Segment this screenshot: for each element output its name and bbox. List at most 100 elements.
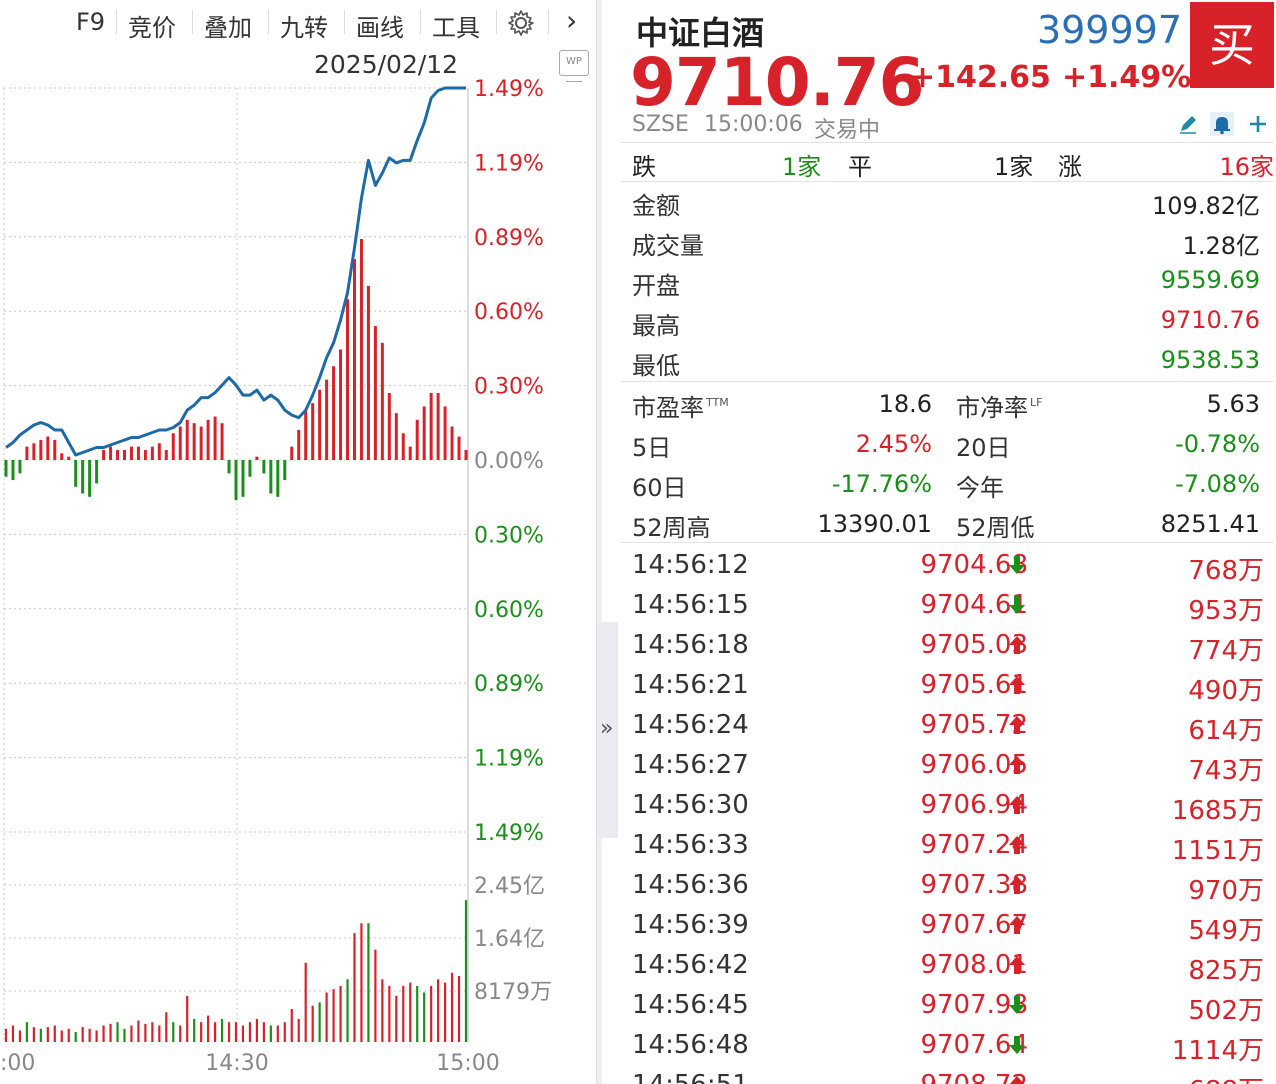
price-axis-label: 0.60% (474, 300, 544, 325)
arrow-up-icon (1009, 956, 1025, 974)
trade-volume: 549万 (1188, 916, 1264, 946)
stat-label: 最高 (632, 312, 680, 340)
arrow-down-icon (1009, 1036, 1025, 1054)
trade-volume: 825万 (1188, 956, 1264, 986)
index-name: 中证白酒 (636, 14, 765, 52)
zero-axis-label: 0.00% (474, 449, 544, 474)
trade-volume: 1685万 (1171, 796, 1264, 826)
trade-time: 14:56:42 (632, 950, 749, 980)
price-change-percent: +1.49% (1062, 60, 1192, 95)
arrow-down-icon (1009, 596, 1025, 614)
edit-icon[interactable] (1176, 112, 1200, 136)
price-axis-label: 1.49% (474, 821, 544, 846)
last-price: 9710.76 (630, 44, 925, 121)
volume-axis-label: 1.64亿 (474, 927, 545, 952)
time-axis-label: 15:00 (436, 1051, 499, 1076)
toolbar-separator (116, 10, 117, 34)
settings-gear-icon[interactable] (506, 8, 536, 38)
toolbar-draw-line-button[interactable]: 画线 (356, 14, 404, 42)
pe-value: 18.6 (878, 390, 932, 418)
trade-row: 14:56:12 9704.68 768万 (618, 546, 1276, 586)
trade-time: 14:56:48 (632, 1030, 749, 1060)
volume-axis-label: 2.45亿 (474, 874, 545, 899)
section-divider (620, 542, 1274, 543)
chart-toolbar: F9 竞价 叠加 九转 画线 工具 › (0, 0, 596, 44)
week52-low-label: 52周低 (956, 514, 1035, 542)
breadth-up-label: 涨 (1058, 153, 1082, 181)
bell-icon[interactable] (1210, 112, 1234, 136)
section-divider (620, 381, 1274, 382)
stat-value: 1.28亿 (1182, 232, 1260, 260)
intraday-chart[interactable]: 1.49% 1.19% 0.89% 0.60% 0.30% 0.00% 0.30% 0.60%… (0, 0, 596, 1084)
stat-value: 9559.69 (1160, 266, 1260, 294)
trading-status: 交易中 (814, 118, 881, 143)
trade-time: 14:56:39 (632, 910, 749, 940)
trade-volume: 1114万 (1171, 1036, 1264, 1066)
price-axis-label: 0.89% (474, 672, 544, 697)
toolbar-tools-button[interactable]: 工具 (432, 14, 480, 42)
time-axis-label: 14:30 (205, 1051, 268, 1076)
quote-panel: 中证白酒 399997 买 9710.76 +142.65 +1.49% SZS… (618, 0, 1276, 1084)
arrow-up-icon (1009, 796, 1025, 814)
pe-label: 市盈率 TTM (632, 394, 729, 422)
trade-volume: 774万 (1188, 636, 1264, 666)
trade-time: 14:56:30 (632, 790, 749, 820)
breadth-flat-label: 平 (848, 153, 872, 181)
time-axis-label: :00 (0, 1051, 35, 1076)
price-axis-label: 0.60% (474, 598, 544, 623)
market-breadth-row: 跌 1家 平 1家 涨 16家 (620, 142, 1274, 182)
trade-price: 9708.72 (920, 1070, 1028, 1084)
trade-volume: 502万 (1188, 996, 1264, 1026)
trade-volume: 953万 (1188, 596, 1264, 626)
toolbar-auction-button[interactable]: 竞价 (128, 14, 176, 42)
breadth-down-count: 1家 (782, 153, 822, 181)
trade-time: 14:56:15 (632, 590, 749, 620)
stat-label: 开盘 (632, 272, 680, 300)
price-line (5, 86, 466, 457)
toolbar-separator (548, 10, 549, 34)
arrow-up-icon (1009, 916, 1025, 934)
intraday-chart-pane: F9 竞价 叠加 九转 画线 工具 › 2025/02/12 WP 1.49% 1… (0, 0, 596, 1084)
price-axis-label: 0.30% (474, 375, 544, 400)
arrow-up-icon (1009, 676, 1025, 694)
arrow-down-icon (1009, 556, 1025, 574)
price-axis-label: 1.49% (474, 77, 544, 102)
trade-row: 14:56:45 9707.98 502万 (618, 986, 1276, 1026)
trade-volume: 614万 (1188, 716, 1264, 746)
breadth-flat-count: 1家 (994, 153, 1034, 181)
change-5d-value: 2.45% (855, 430, 932, 458)
pb-label: 市净率 LF (956, 394, 1043, 422)
toolbar-next-chevron-icon[interactable]: › (566, 4, 578, 37)
breadth-up-count: 16家 (1219, 153, 1274, 181)
stat-label: 最低 (632, 352, 680, 380)
trade-volume: 490万 (1188, 676, 1264, 706)
plus-icon[interactable] (1246, 112, 1270, 136)
change-20d-label: 20日 (956, 434, 1011, 462)
wp-badge-icon[interactable]: WP (559, 50, 589, 82)
trade-row: 14:56:51 9708.72 688万 (618, 1066, 1276, 1084)
week52-high-label: 52周高 (632, 514, 711, 542)
stat-value: 109.82亿 (1152, 192, 1260, 220)
trade-time: 14:56:45 (632, 990, 749, 1020)
trade-time: 14:56:33 (632, 830, 749, 860)
change-ytd-label: 今年 (956, 474, 1004, 502)
collapse-panel-tab[interactable] (597, 622, 619, 838)
trade-row: 14:56:15 9704.61 953万 (618, 586, 1276, 626)
buy-button[interactable]: 买 (1190, 2, 1274, 88)
trade-row: 14:56:30 9706.94 1685万 (618, 786, 1276, 826)
trade-time: 14:56:12 (632, 550, 749, 580)
toolbar-overlay-button[interactable]: 叠加 (204, 14, 252, 42)
trade-volume: 688万 (1188, 1070, 1264, 1084)
trade-row: 14:56:36 9707.38 970万 (618, 866, 1276, 906)
price-axis-label: 0.89% (474, 226, 544, 251)
trade-row: 14:56:18 9705.03 774万 (618, 626, 1276, 666)
toolbar-f9-button[interactable]: F9 (76, 8, 106, 36)
quote-time: 15:00:06 (704, 112, 803, 137)
trade-time: 14:56:24 (632, 710, 749, 740)
stat-value: 9538.53 (1160, 346, 1260, 374)
change-ytd-value: -7.08% (1175, 470, 1260, 498)
arrow-up-icon (1009, 836, 1025, 854)
toolbar-nine-turn-button[interactable]: 九转 (280, 14, 328, 42)
tick-trades-list[interactable]: 14:56:12 9704.68 768万 14:56:15 9704.61 953万 14… (618, 546, 1276, 1084)
collapse-panel-chevron-icon[interactable]: » (600, 716, 614, 741)
